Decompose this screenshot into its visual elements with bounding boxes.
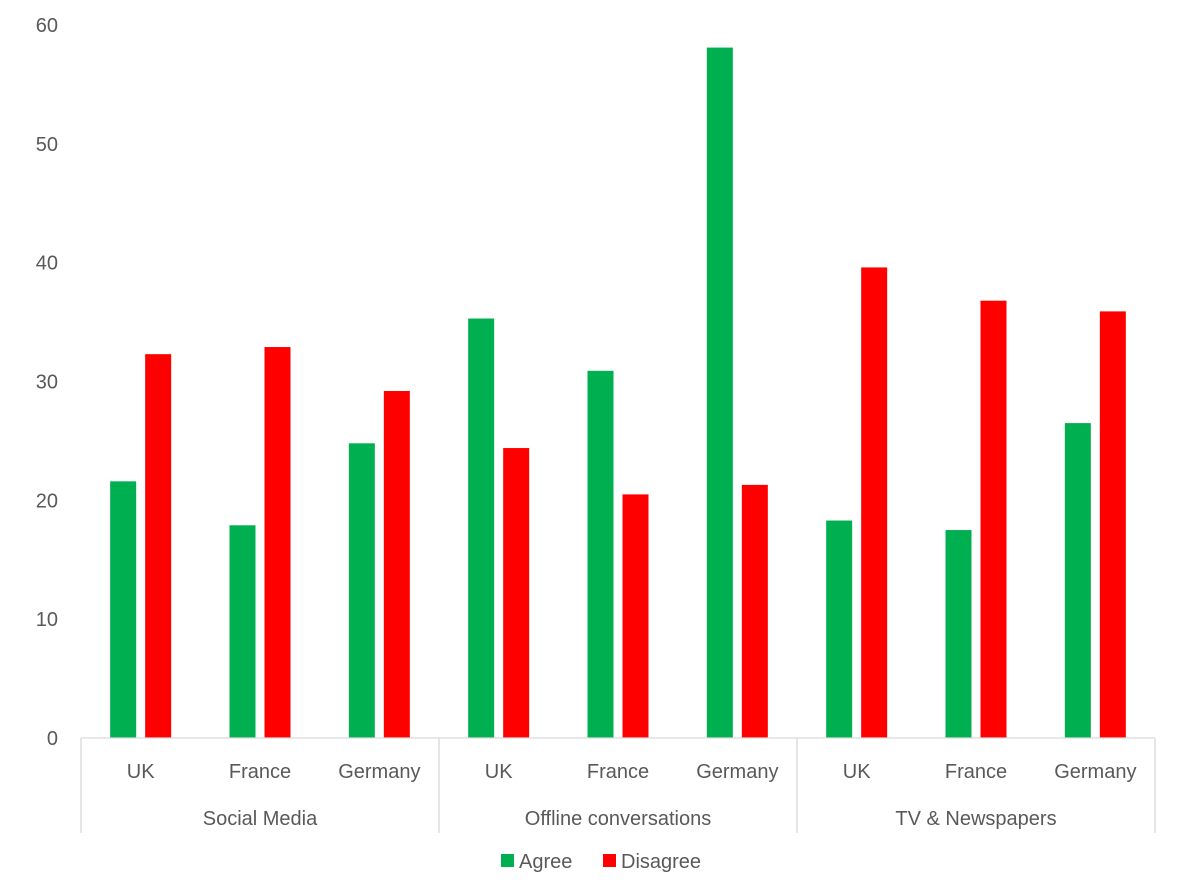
bar-agree-tv-newspapers-france bbox=[945, 530, 972, 738]
bar-disagree-offline-conversations-germany bbox=[741, 484, 768, 738]
x-group-label: Offline conversations bbox=[525, 808, 711, 830]
bar-agree-social-media-germany bbox=[348, 443, 375, 738]
y-tick-label: 40 bbox=[36, 253, 58, 275]
bar-agree-offline-conversations-uk bbox=[468, 318, 495, 738]
bar-agree-social-media-france bbox=[229, 525, 256, 738]
bar-disagree-social-media-france bbox=[264, 347, 291, 738]
bar-agree-tv-newspapers-germany bbox=[1064, 423, 1091, 738]
bar-disagree-tv-newspapers-france bbox=[980, 300, 1007, 738]
x-tick-label: UK bbox=[485, 761, 513, 783]
legend-label-disagree: Disagree bbox=[621, 851, 701, 873]
y-tick-label: 0 bbox=[47, 728, 58, 750]
x-tick-label: France bbox=[945, 761, 1007, 783]
bar-disagree-social-media-uk bbox=[145, 354, 172, 738]
bar-disagree-tv-newspapers-uk bbox=[861, 267, 888, 738]
x-tick-label: France bbox=[229, 761, 291, 783]
legend-swatch-agree bbox=[501, 854, 514, 867]
legend: Agree Disagree bbox=[501, 851, 701, 873]
y-tick-label: 20 bbox=[36, 490, 58, 512]
bar-agree-tv-newspapers-uk bbox=[826, 520, 853, 738]
bars bbox=[110, 47, 1126, 739]
y-axis: 0 10 20 30 40 50 60 bbox=[36, 15, 58, 750]
bar-agree-offline-conversations-france bbox=[587, 370, 614, 738]
x-tick-label: Germany bbox=[338, 761, 420, 783]
bar-agree-offline-conversations-germany bbox=[706, 47, 733, 739]
y-tick-label: 30 bbox=[36, 372, 58, 394]
y-tick-label: 60 bbox=[36, 15, 58, 37]
bar-agree-social-media-uk bbox=[110, 481, 137, 738]
x-group-label: Social Media bbox=[203, 808, 318, 830]
x-axis: UK France Germany Social Media UK France Germa… bbox=[80, 737, 1156, 833]
bar-disagree-offline-conversations-france bbox=[622, 494, 649, 738]
x-tick-label: UK bbox=[127, 761, 155, 783]
bar-disagree-offline-conversations-uk bbox=[503, 448, 530, 738]
y-tick-label: 50 bbox=[36, 134, 58, 156]
x-group-label: TV & Newspapers bbox=[895, 808, 1056, 830]
x-tick-label: UK bbox=[843, 761, 871, 783]
x-tick-label: Germany bbox=[696, 761, 778, 783]
x-tick-label: Germany bbox=[1054, 761, 1136, 783]
bar-disagree-tv-newspapers-germany bbox=[1099, 311, 1126, 738]
bar-disagree-social-media-germany bbox=[383, 391, 410, 738]
legend-label-agree: Agree bbox=[519, 851, 572, 873]
x-tick-label: France bbox=[587, 761, 649, 783]
legend-swatch-disagree bbox=[603, 854, 616, 867]
y-tick-label: 10 bbox=[36, 609, 58, 631]
